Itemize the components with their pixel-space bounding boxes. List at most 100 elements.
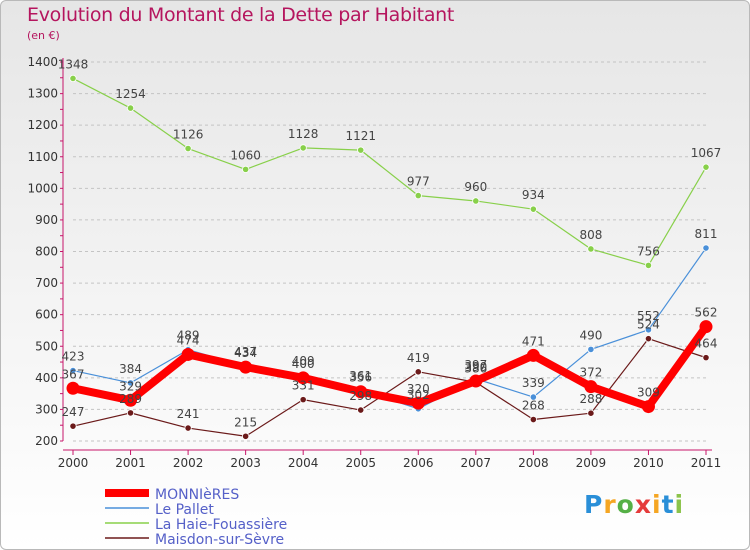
legend-label: La Haie-Fouassière [155,517,287,533]
data-point [242,165,250,173]
data-label: 960 [464,180,487,194]
data-label: 241 [177,407,200,421]
data-point [587,245,595,253]
series-line-2 [72,77,707,266]
data-label: 423 [62,350,85,364]
data-label: 464 [695,337,718,351]
x-tick-label: 2000 [58,456,89,470]
data-point [414,368,422,376]
data-point [126,409,135,417]
x-tick-label: 2002 [173,456,204,470]
data-label: 808 [579,228,602,242]
data-point [414,191,422,200]
x-tick-label: 2004 [288,456,319,470]
data-label: 471 [522,334,545,348]
data-point [124,393,138,407]
data-point [299,144,307,152]
data-point [644,261,653,269]
data-label: 288 [579,392,602,406]
data-label: 756 [637,244,660,258]
data-label: 247 [62,405,85,419]
data-point [69,366,77,375]
logo-letter: x [634,490,652,519]
data-label: 372 [579,366,602,380]
data-point [299,396,307,404]
x-tick-label: 2010 [633,456,664,470]
data-label: 329 [119,379,142,393]
data-label: 361 [349,369,372,383]
data-point [529,415,537,424]
x-tick-label: 2011 [691,456,722,470]
data-point [296,371,310,385]
x-tick-label: 2009 [576,456,607,470]
data-label: 356 [349,371,372,385]
data-label: 390 [464,360,487,374]
data-label: 400 [292,357,315,371]
x-tick-label: 2008 [518,456,549,470]
data-label: 215 [234,415,257,429]
legend-label: MONNIèRES [155,487,239,503]
data-label: 320 [407,382,430,396]
data-point [644,326,653,334]
data-label: 1121 [345,129,376,143]
data-point [526,348,540,362]
data-label: 1067 [691,146,722,160]
x-tick-label: 2001 [115,456,146,470]
data-point [181,347,195,361]
y-tick-label: 1400 [27,55,58,69]
data-label: 419 [407,351,430,365]
data-label: 1348 [58,57,89,71]
data-point [529,393,537,401]
data-point [644,335,653,343]
series-line-3 [72,338,707,437]
data-point [584,380,598,394]
legend-label: Maisdon-sur-Sèvre [155,532,284,548]
data-point [69,74,77,83]
logo-letter: i [652,490,662,519]
data-label: 302 [407,388,430,402]
data-point [184,144,192,153]
data-point [411,396,425,410]
y-tick-label: 1000 [27,181,58,195]
series-line-1 [72,247,707,410]
y-tick-label: 400 [35,371,58,385]
data-point [472,197,480,205]
data-label: 384 [119,362,142,376]
y-tick-label: 200 [35,434,58,448]
data-point [469,374,483,388]
logo-letter: i [674,490,685,519]
y-tick-label: 1200 [27,118,58,132]
data-point [699,320,713,334]
data-label: 367 [62,367,85,381]
x-tick-label: 2003 [230,456,261,470]
data-label: 1060 [230,148,261,162]
data-point [184,424,192,432]
data-label: 811 [695,227,718,241]
x-tick-label: 2007 [461,456,492,470]
data-label: 309 [637,386,660,400]
data-label: 562 [695,306,718,320]
data-label: 331 [292,379,315,393]
data-label: 977 [407,175,430,189]
y-tick-label: 300 [35,402,58,416]
data-point [69,422,77,430]
logo-letter: P [584,490,604,519]
data-point [357,146,365,154]
y-tick-label: 600 [35,308,58,322]
data-label: 490 [579,328,602,342]
x-tick-label: 2005 [345,456,376,470]
data-point [641,400,655,414]
x-tick-label: 2006 [403,456,434,470]
chart-unit: (en €) [27,29,60,42]
data-label: 489 [177,329,200,343]
data-point [702,354,710,362]
data-point [242,432,250,440]
data-label: 386 [464,361,487,375]
data-point [357,406,365,414]
data-point [702,163,710,171]
y-tick-label: 1100 [27,150,58,164]
data-point [66,381,80,395]
logo-letter: r [603,490,617,519]
data-label: 552 [637,309,660,323]
